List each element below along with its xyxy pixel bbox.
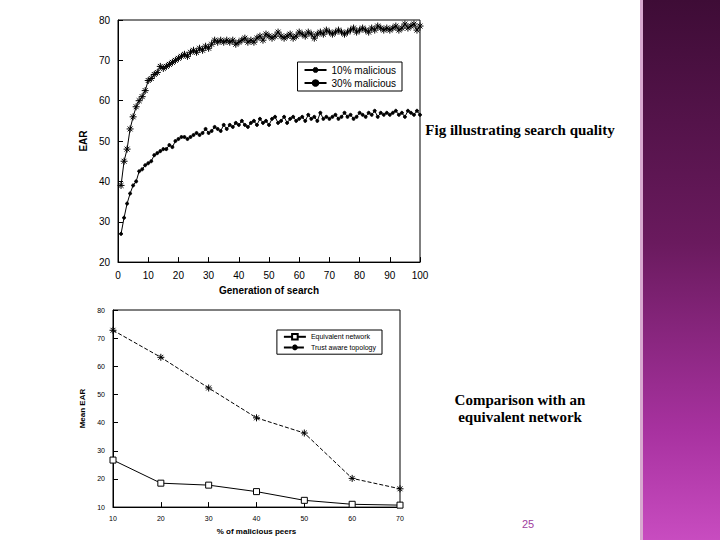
svg-text:20: 20 [157, 515, 165, 522]
svg-text:EAR: EAR [78, 130, 89, 152]
svg-text:40: 40 [253, 515, 261, 522]
svg-text:70: 70 [99, 55, 111, 66]
svg-text:60: 60 [99, 95, 111, 106]
svg-text:50: 50 [97, 391, 105, 398]
svg-text:60: 60 [348, 515, 356, 522]
svg-text:30: 30 [97, 447, 105, 454]
svg-text:10: 10 [97, 504, 105, 511]
svg-text:Trust aware topology: Trust aware topology [311, 344, 377, 352]
svg-text:Mean EAR: Mean EAR [78, 389, 87, 429]
svg-text:70: 70 [396, 515, 404, 522]
svg-text:80: 80 [354, 270, 366, 281]
svg-text:100: 100 [412, 270, 429, 281]
svg-text:90: 90 [384, 270, 396, 281]
svg-text:20: 20 [99, 257, 111, 268]
svg-text:Equivalent network: Equivalent network [311, 333, 371, 341]
svg-text:80: 80 [97, 307, 105, 314]
svg-text:70: 70 [97, 335, 105, 342]
svg-text:40: 40 [97, 419, 105, 426]
svg-text:50: 50 [300, 515, 308, 522]
svg-text:10: 10 [143, 270, 155, 281]
html-text:25: 25 [522, 518, 535, 530]
svg-text:40: 40 [99, 176, 111, 187]
svg-text:20: 20 [173, 270, 185, 281]
svg-text:40: 40 [233, 270, 245, 281]
svg-text:% of malicious peers: % of malicious peers [217, 527, 297, 536]
svg-text:30: 30 [203, 270, 215, 281]
svg-text:0: 0 [115, 270, 121, 281]
svg-text:80: 80 [99, 15, 111, 26]
svg-text:30: 30 [205, 515, 213, 522]
svg-text:Generation of search: Generation of search [219, 285, 319, 296]
svg-text:30: 30 [99, 216, 111, 227]
svg-text:50: 50 [99, 136, 111, 147]
svg-text:30% malicious: 30% malicious [332, 78, 396, 89]
svg-text:70: 70 [324, 270, 336, 281]
svg-text:10: 10 [109, 515, 117, 522]
html-text:Comparison with an equivalent: Comparison with an equivalent network [454, 392, 586, 425]
svg-text:10% malicious: 10% malicious [332, 65, 396, 76]
html-text:Fig illustrating search qualit: Fig illustrating search quality [425, 122, 615, 138]
svg-text:60: 60 [97, 363, 105, 370]
svg-text:60: 60 [294, 270, 306, 281]
svg-text:20: 20 [97, 475, 105, 482]
svg-text:50: 50 [263, 270, 275, 281]
